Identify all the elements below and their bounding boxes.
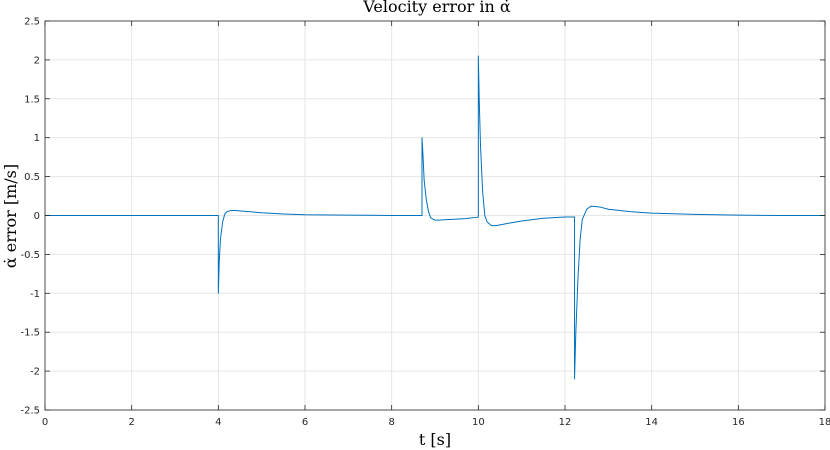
y-tick-label: -2 bbox=[30, 367, 40, 378]
y-tick-label: 1.5 bbox=[24, 94, 40, 105]
x-tick-label: 10 bbox=[472, 417, 485, 428]
chart-title: Velocity error in α̇ bbox=[362, 0, 511, 16]
y-axis-label: α̇ error [m/s] bbox=[1, 164, 20, 268]
x-tick-label: 18 bbox=[819, 417, 830, 428]
x-tick-label: 4 bbox=[215, 417, 221, 428]
y-tick-label: 2 bbox=[34, 55, 40, 66]
y-tick-label: 2.5 bbox=[24, 17, 40, 28]
y-axis-ticks: -2.5 -2 -1.5 -1 -0.5 0 0.5 1 1.5 2 2.5 bbox=[20, 17, 825, 417]
x-tick-label: 2 bbox=[128, 417, 134, 428]
series-line-0 bbox=[45, 55, 825, 380]
x-axis-label: t [s] bbox=[419, 430, 451, 449]
x-tick-label: 16 bbox=[732, 417, 745, 428]
x-tick-label: 0 bbox=[42, 417, 48, 428]
x-tick-label: 8 bbox=[388, 417, 394, 428]
y-tick-label: 1 bbox=[34, 133, 40, 144]
y-tick-label: -1 bbox=[30, 289, 40, 300]
y-tick-label: -2.5 bbox=[20, 406, 40, 417]
x-tick-label: 6 bbox=[302, 417, 308, 428]
x-axis-ticks: 0 2 4 6 8 10 12 14 16 18 bbox=[42, 21, 830, 428]
y-tick-label: -0.5 bbox=[20, 250, 40, 261]
x-tick-label: 14 bbox=[645, 417, 658, 428]
series-layer bbox=[45, 55, 825, 380]
y-tick-label: 0.5 bbox=[24, 172, 40, 183]
x-tick-label: 12 bbox=[559, 417, 572, 428]
y-tick-label: 0 bbox=[34, 211, 40, 222]
y-tick-label: -1.5 bbox=[20, 328, 40, 339]
